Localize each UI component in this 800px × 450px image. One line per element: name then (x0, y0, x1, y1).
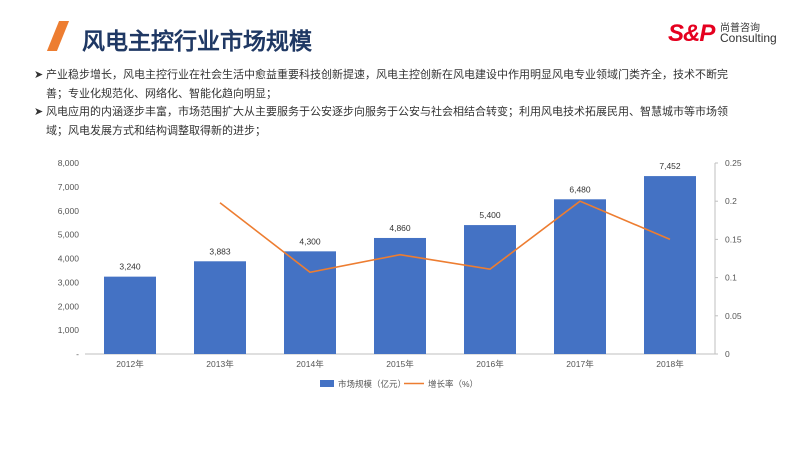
bar-data-label: 4,300 (299, 236, 321, 246)
bar (464, 225, 516, 354)
y-right-tick-label: 0 (725, 349, 730, 359)
arrow-icon: ➤ (34, 106, 44, 118)
y-left-tick-label: 6,000 (58, 206, 80, 216)
x-tick-label: 2015年 (386, 359, 414, 369)
bar-data-label: 5,400 (479, 210, 501, 220)
y-left-tick-label: 2,000 (58, 301, 80, 311)
x-tick-label: 2012年 (116, 359, 144, 369)
y-left-tick-label: 4,000 (58, 254, 80, 264)
bar-data-label: 3,240 (119, 262, 141, 272)
y-left-tick-label: 3,000 (58, 277, 80, 287)
bar-data-label: 3,883 (209, 246, 231, 256)
y-right-tick-label: 0.25 (725, 158, 742, 168)
page-title: 风电主控行业市场规模 (82, 28, 312, 54)
bullet-item: ➤ 风电应用的内涵逐步丰富，市场范围扩大从主要服务于公安逐步向服务于公安与社会相结… (34, 103, 734, 140)
x-tick-label: 2013年 (206, 359, 234, 369)
x-tick-label: 2017年 (566, 359, 594, 369)
bar-data-label: 6,480 (569, 184, 591, 194)
y-right-tick-label: 0.2 (725, 196, 737, 206)
y-left-tick-label: - (76, 349, 79, 359)
y-left-tick-label: 1,000 (58, 325, 80, 335)
bar (554, 199, 606, 354)
y-left-tick-label: 8,000 (58, 158, 80, 168)
bar (104, 276, 156, 354)
logo-cn: 尚普咨询 (720, 23, 760, 34)
y-right-tick-label: 0.15 (725, 234, 742, 244)
legend-bar-label: 市场规模（亿元） (338, 379, 406, 389)
bar (284, 251, 336, 354)
logo: S&P 尚普咨询 Consulting (668, 18, 788, 48)
logo-mark: S&P (668, 20, 715, 47)
legend-line-label: 增长率（%） (428, 379, 478, 389)
bullet-item: ➤ 产业稳步增长，风电主控行业在社会生活中愈益重要科技创新提速，风电主控创新在风电… (34, 66, 734, 103)
arrow-icon: ➤ (34, 69, 44, 81)
bar (644, 176, 696, 354)
x-tick-label: 2014年 (296, 359, 324, 369)
bar-data-label: 4,860 (389, 223, 411, 233)
y-left-tick-label: 7,000 (58, 182, 80, 192)
bullet-list: ➤ 产业稳步增长，风电主控行业在社会生活中愈益重要科技创新提速，风电主控创新在风电… (34, 66, 734, 140)
growth-rate-line (219, 200, 671, 274)
bar-data-label: 7,452 (659, 161, 681, 171)
bar (194, 261, 246, 354)
y-right-tick-label: 0.05 (725, 311, 742, 321)
y-right-tick-label: 0.1 (725, 273, 737, 283)
legend-bar-swatch (320, 380, 334, 387)
logo-en: Consulting (720, 31, 777, 45)
x-tick-label: 2016年 (476, 359, 504, 369)
y-left-tick-label: 5,000 (58, 230, 80, 240)
x-tick-label: 2018年 (656, 359, 684, 369)
